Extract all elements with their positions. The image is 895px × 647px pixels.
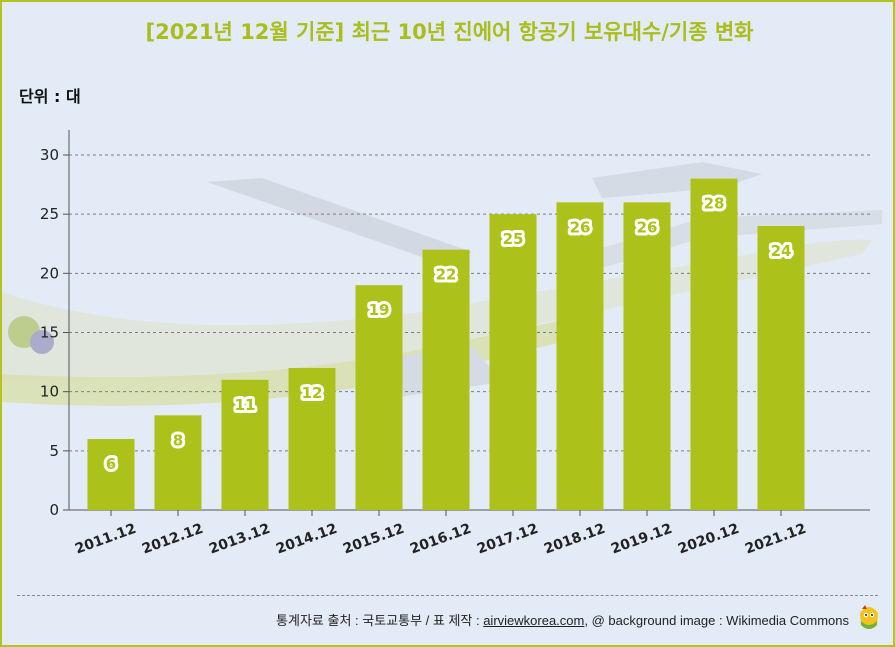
footer-source-text: 통계자료 출처 : 국토교통부 / 표 제작 :: [276, 613, 484, 628]
x-tick-label: 2013.12: [207, 521, 272, 558]
y-tick-label: 10: [40, 383, 59, 401]
footer-credit-text: , @ background image : Wikimedia Commons: [584, 613, 849, 628]
x-tick-label: 2016.12: [408, 521, 473, 558]
bar: [154, 415, 202, 510]
bar: [757, 226, 805, 510]
x-tick-label: 2015.12: [341, 521, 406, 558]
y-tick-label: 20: [40, 264, 59, 282]
x-tick-label: 2012.12: [140, 521, 205, 558]
data-label: 22: [436, 266, 457, 284]
unit-label: 단위 : 대: [19, 87, 81, 106]
data-label: 11: [235, 396, 256, 414]
bar: [489, 214, 537, 510]
data-label: 24: [771, 242, 792, 260]
data-label: 8: [173, 431, 183, 449]
footer-link[interactable]: airviewkorea.com: [483, 613, 585, 628]
x-tick-label: 2020.12: [676, 521, 741, 558]
x-tick-label: 2014.12: [274, 521, 339, 558]
data-label: 26: [570, 218, 591, 236]
bar: [422, 249, 470, 510]
x-tick-label: 2018.12: [542, 521, 607, 558]
x-tick-label: 2019.12: [609, 521, 674, 558]
bar: [556, 202, 604, 511]
x-tick-label: 2021.12: [743, 521, 808, 558]
y-tick-label: 5: [49, 442, 59, 460]
data-label: 19: [369, 301, 390, 319]
y-tick-label: 25: [40, 205, 59, 223]
footer-divider: [17, 595, 878, 596]
bar: [690, 178, 738, 510]
mascot-icon: [860, 605, 878, 629]
data-label: 6: [106, 455, 116, 473]
bar: [623, 202, 671, 511]
data-label: 28: [704, 195, 725, 213]
data-label: 12: [302, 384, 323, 402]
y-tick-label: 30: [40, 146, 59, 164]
bar: [87, 439, 135, 510]
bar: [288, 368, 336, 510]
y-tick-label: 0: [49, 501, 59, 519]
x-tick-label: 2011.12: [73, 521, 138, 558]
bar: [221, 379, 269, 510]
bar: [355, 285, 403, 510]
data-label: 25: [503, 230, 524, 248]
footer-credits: 통계자료 출처 : 국토교통부 / 표 제작 : airviewkorea.co…: [276, 610, 849, 629]
chart-title: [2021년 12월 기준] 최근 10년 진에어 항공기 보유대수/기종 변화: [145, 20, 754, 44]
data-label: 26: [637, 218, 658, 236]
x-tick-label: 2017.12: [475, 521, 540, 558]
y-tick-label: 15: [40, 324, 59, 342]
